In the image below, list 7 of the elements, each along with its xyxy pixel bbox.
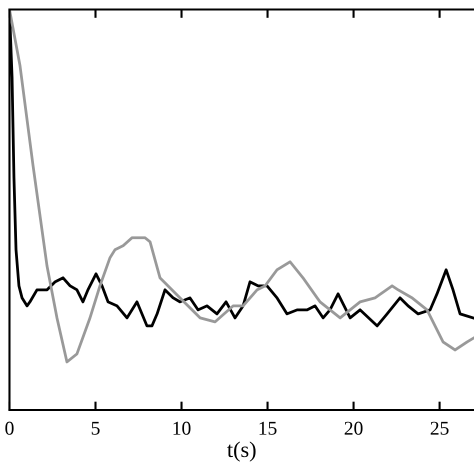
x-tick-label: 25 [430,422,449,435]
x-tick-label: 0 [5,422,14,435]
x-tick-label: 5 [92,422,100,435]
x-axis-title: t(s) [227,442,256,462]
x-tick-label: 15 [260,422,277,435]
x-tick-label: 20 [344,422,363,435]
x-tick-label: 10 [174,422,191,435]
